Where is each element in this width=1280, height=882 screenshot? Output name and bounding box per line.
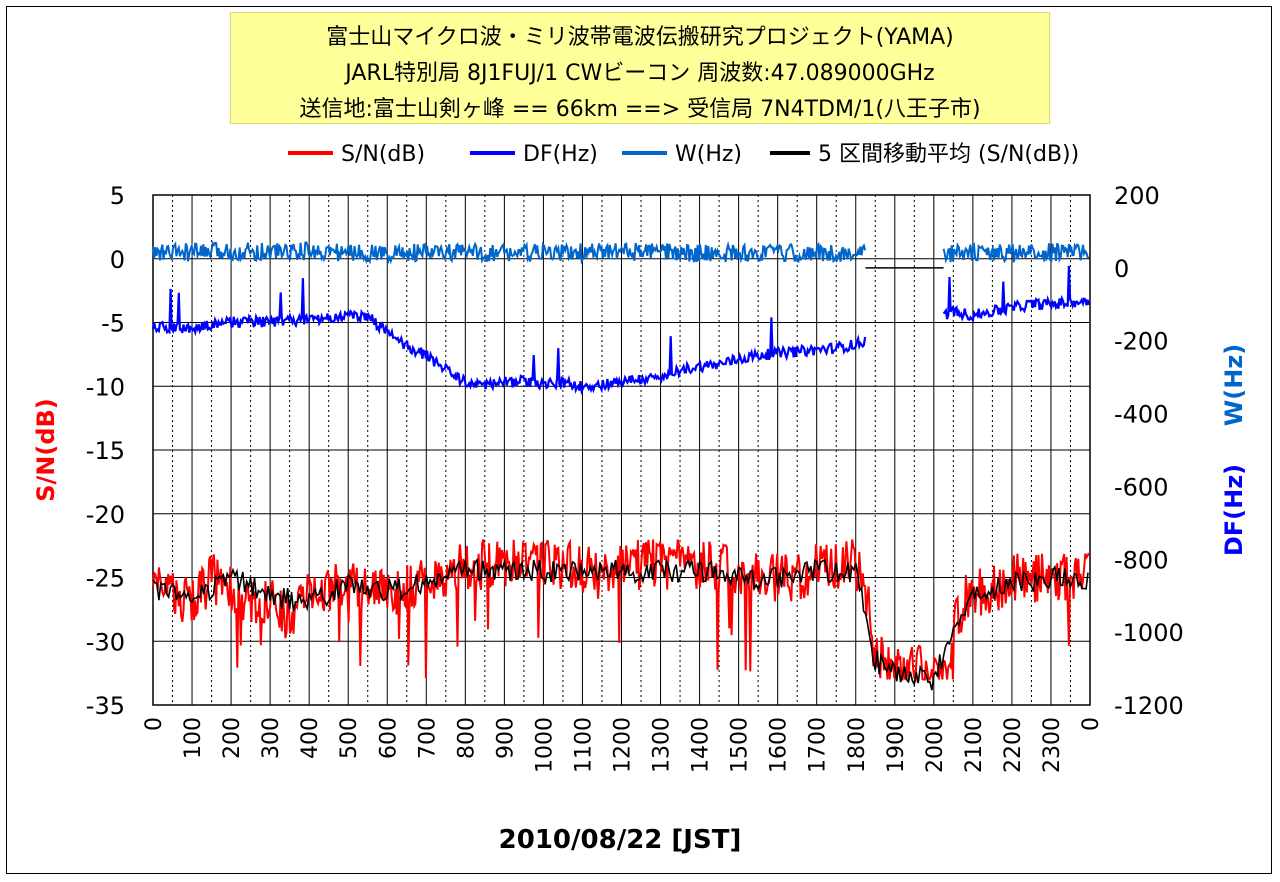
series-df-line bbox=[151, 265, 1090, 396]
x-tick-label: 1000 bbox=[532, 717, 557, 773]
x-tick-label: 600 bbox=[376, 717, 401, 759]
chart-title-box: 富士山マイクロ波・ミリ波帯電波伝搬研究プロジェクト(YAMA) JARL特別局 … bbox=[230, 12, 1050, 124]
y-right-tick-label: -1000 bbox=[1114, 619, 1184, 647]
y-left-tick-label: 0 bbox=[110, 246, 125, 274]
x-tick-label: 1300 bbox=[650, 717, 675, 773]
legend-label: S/N(dB) bbox=[341, 142, 425, 167]
chart-title-line-1: 富士山マイクロ波・ミリ波帯電波伝搬研究プロジェクト(YAMA) bbox=[326, 25, 954, 50]
x-tick-label: 2300 bbox=[1040, 717, 1065, 773]
x-tick-label: 100 bbox=[181, 717, 206, 759]
x-tick-label: 0 bbox=[142, 717, 167, 731]
x-tick-label: 700 bbox=[415, 717, 440, 759]
x-tick-label: 500 bbox=[337, 717, 362, 759]
x-tick-label: 1100 bbox=[571, 717, 596, 773]
x-tick-label: 2200 bbox=[1001, 717, 1026, 773]
series-w-line bbox=[152, 240, 1090, 265]
x-tick-label: 1200 bbox=[611, 717, 636, 773]
x-tick-label: 2100 bbox=[962, 717, 987, 773]
y-left-tick-label: -20 bbox=[86, 501, 125, 529]
x-tick-label: 400 bbox=[298, 717, 323, 759]
y-right-tick-label: -200 bbox=[1114, 328, 1168, 356]
y-left-tick-label: -15 bbox=[86, 437, 125, 465]
x-tick-label: 1500 bbox=[728, 717, 753, 773]
y-left-tick-label: -25 bbox=[86, 565, 125, 593]
y-right-tick-label: -800 bbox=[1114, 546, 1168, 574]
x-tick-label: 1700 bbox=[806, 717, 831, 773]
series-moving-average-line bbox=[152, 558, 1089, 691]
y-left-tick-label: 5 bbox=[110, 182, 125, 210]
y-right-tick-label: 200 bbox=[1114, 182, 1160, 210]
y-left-tick-label: -30 bbox=[86, 628, 125, 656]
x-tick-label: 900 bbox=[493, 717, 518, 759]
y-left-tick-label: -5 bbox=[101, 310, 125, 338]
x-tick-label: 1400 bbox=[689, 717, 714, 773]
x-tick-label: 2000 bbox=[923, 717, 948, 773]
x-tick-label: 800 bbox=[454, 717, 479, 759]
legend-label: W(Hz) bbox=[675, 142, 742, 167]
legend-label: 5 区間移動平均 (S/N(dB)) bbox=[818, 142, 1079, 167]
y-right-tick-label: -400 bbox=[1114, 401, 1168, 429]
y-right-tick-label: -600 bbox=[1114, 473, 1168, 501]
x-tick-label: 0 bbox=[1079, 717, 1104, 731]
y-right-tick-label: -1200 bbox=[1114, 692, 1184, 720]
y-right-axis-label-w: W(Hz) bbox=[1220, 344, 1248, 426]
y-right-tick-label: 0 bbox=[1114, 255, 1129, 283]
x-tick-label: 1800 bbox=[845, 717, 870, 773]
x-tick-label: 200 bbox=[220, 717, 245, 759]
y-left-tick-label: -35 bbox=[86, 692, 125, 720]
legend-label: DF(Hz) bbox=[523, 142, 598, 167]
x-tick-label: 1900 bbox=[884, 717, 909, 773]
chart-title-line-2: JARL特別局 8J1FUJ/1 CWビーコン 周波数:47.089000GHz bbox=[345, 61, 935, 86]
y-right-axis-label-df: DF(Hz) bbox=[1220, 464, 1248, 556]
x-tick-label: 1600 bbox=[767, 717, 792, 773]
x-tick-label: 300 bbox=[259, 717, 284, 759]
chart-title-line-3: 送信地:富士山剣ヶ峰 == 66km ==> 受信局 7N4TDM/1(八王子市… bbox=[299, 97, 981, 122]
y-left-tick-label: -10 bbox=[86, 373, 125, 401]
y-left-axis-label: S/N(dB) bbox=[32, 398, 60, 502]
x-axis-label: 2010/08/22 [JST] bbox=[499, 825, 742, 855]
